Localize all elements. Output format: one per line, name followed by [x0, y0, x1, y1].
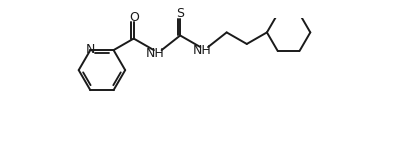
Text: S: S: [176, 7, 184, 20]
Text: N: N: [85, 43, 95, 56]
Text: NH: NH: [193, 44, 211, 57]
Text: O: O: [129, 11, 139, 24]
Text: NH: NH: [146, 48, 165, 61]
